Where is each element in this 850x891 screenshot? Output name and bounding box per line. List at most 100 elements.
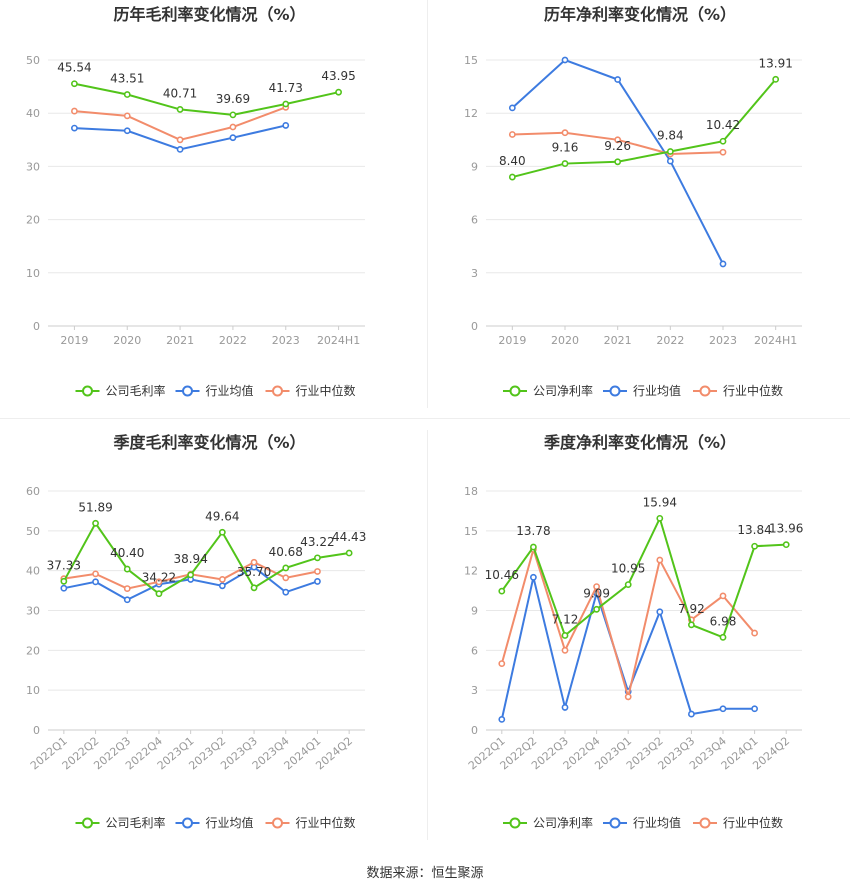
data-label: 13.84 bbox=[737, 523, 771, 537]
y-tick-label: 60 bbox=[26, 485, 40, 498]
data-label: 38.94 bbox=[173, 552, 207, 566]
data-point bbox=[250, 584, 258, 592]
chart-title: 历年净利率变化情况（%） bbox=[544, 5, 736, 24]
data-label: 41.73 bbox=[269, 81, 303, 95]
data-point bbox=[123, 91, 131, 98]
data-point bbox=[656, 556, 664, 564]
y-tick-label: 0 bbox=[33, 320, 40, 333]
quarterly-net-margin-chart: 季度净利率变化情况（%）03691215182022Q12022Q22022Q3… bbox=[464, 433, 803, 830]
data-label: 35.70 bbox=[237, 565, 271, 579]
data-source: 数据来源：恒生聚源 bbox=[366, 866, 484, 881]
data-point bbox=[530, 573, 537, 581]
data-point bbox=[314, 578, 321, 585]
vertical-divider bbox=[427, 430, 428, 840]
horizontal-divider bbox=[0, 418, 850, 419]
data-point bbox=[282, 574, 290, 582]
data-point bbox=[71, 107, 78, 115]
x-tick-label: 2024H1 bbox=[754, 334, 797, 347]
data-point bbox=[687, 710, 695, 718]
data-point bbox=[719, 592, 727, 600]
data-point bbox=[624, 693, 632, 701]
chart-title: 季度毛利率变化情况（%） bbox=[112, 433, 305, 452]
x-tick-label: 2019 bbox=[498, 334, 526, 347]
data-point bbox=[229, 123, 237, 131]
y-tick-label: 30 bbox=[26, 605, 40, 618]
y-tick-label: 50 bbox=[26, 54, 40, 67]
y-tick-label: 3 bbox=[471, 267, 478, 280]
data-point bbox=[229, 134, 237, 142]
data-point bbox=[71, 124, 78, 132]
legend-label: 公司净利率 bbox=[533, 383, 593, 398]
y-tick-label: 9 bbox=[471, 605, 478, 618]
data-point bbox=[155, 590, 163, 598]
data-point bbox=[593, 605, 600, 613]
data-label: 40.71 bbox=[163, 86, 197, 100]
y-tick-label: 6 bbox=[471, 644, 478, 657]
data-point bbox=[561, 646, 569, 654]
series-line bbox=[62, 521, 350, 595]
series-line bbox=[74, 82, 339, 116]
x-tick-label: 2019 bbox=[60, 334, 88, 347]
data-point bbox=[498, 587, 506, 595]
data-point bbox=[772, 75, 780, 83]
legend-marker bbox=[82, 385, 93, 397]
data-point bbox=[176, 106, 184, 113]
y-tick-label: 10 bbox=[26, 684, 40, 697]
data-label: 8.40 bbox=[499, 154, 526, 168]
y-tick-label: 12 bbox=[464, 565, 478, 578]
legend-label: 行业中位数 bbox=[723, 383, 783, 398]
legend-label: 行业均值 bbox=[633, 815, 681, 830]
legend-label: 行业中位数 bbox=[296, 815, 356, 830]
data-point bbox=[719, 705, 727, 713]
data-label: 37.33 bbox=[47, 558, 81, 572]
legend-marker bbox=[272, 817, 283, 829]
x-tick-label: 2021 bbox=[604, 334, 632, 347]
data-point bbox=[187, 571, 195, 579]
data-label: 43.51 bbox=[110, 72, 144, 86]
annual-net-margin-chart: 历年净利率变化情况（%） 0 3 6 9 12 15 2019 2020 2021 2022 2023… bbox=[464, 5, 802, 398]
data-label: 43.22 bbox=[300, 535, 334, 549]
y-tick-label: 30 bbox=[26, 160, 40, 173]
data-point bbox=[687, 621, 695, 629]
x-tick-label: 2022 bbox=[656, 334, 684, 347]
data-label: 7.92 bbox=[678, 602, 705, 616]
data-label: 9.26 bbox=[604, 139, 631, 153]
legend-label: 行业均值 bbox=[633, 383, 681, 398]
data-point bbox=[719, 260, 727, 268]
x-tick-label: 2023 bbox=[709, 334, 737, 347]
x-tick-label: 2020 bbox=[113, 334, 141, 347]
data-point bbox=[498, 660, 506, 668]
data-label: 40.40 bbox=[110, 546, 144, 560]
y-tick-label: 0 bbox=[471, 724, 478, 737]
data-label: 43.95 bbox=[321, 69, 355, 83]
legend-label: 行业均值 bbox=[206, 815, 254, 830]
data-label: 45.54 bbox=[57, 61, 91, 75]
data-point bbox=[218, 576, 226, 583]
data-point bbox=[335, 88, 342, 96]
x-tick-label: 2020 bbox=[551, 334, 579, 347]
data-point bbox=[498, 715, 506, 723]
data-point bbox=[561, 56, 569, 64]
data-point bbox=[561, 160, 569, 167]
data-point bbox=[155, 578, 163, 586]
data-point bbox=[92, 578, 99, 586]
data-point bbox=[123, 596, 131, 604]
data-point bbox=[314, 568, 321, 575]
y-tick-label: 0 bbox=[471, 320, 478, 333]
x-tick-label: 2023 bbox=[272, 334, 300, 347]
data-point bbox=[656, 514, 664, 522]
data-label: 15.94 bbox=[643, 495, 677, 509]
legend-label: 公司净利率 bbox=[533, 815, 593, 830]
legend-label: 行业中位数 bbox=[723, 815, 783, 830]
data-label: 13.96 bbox=[769, 522, 803, 536]
data-point bbox=[229, 111, 237, 119]
y-tick-label: 10 bbox=[26, 267, 40, 280]
chart-title: 季度净利率变化情况（%） bbox=[543, 433, 736, 452]
data-point bbox=[614, 158, 622, 166]
legend-marker bbox=[509, 385, 521, 397]
legend-marker bbox=[699, 385, 711, 397]
data-point bbox=[719, 137, 727, 145]
y-tick-label: 50 bbox=[26, 525, 40, 538]
data-point bbox=[345, 549, 353, 557]
data-label: 10.46 bbox=[485, 568, 519, 582]
